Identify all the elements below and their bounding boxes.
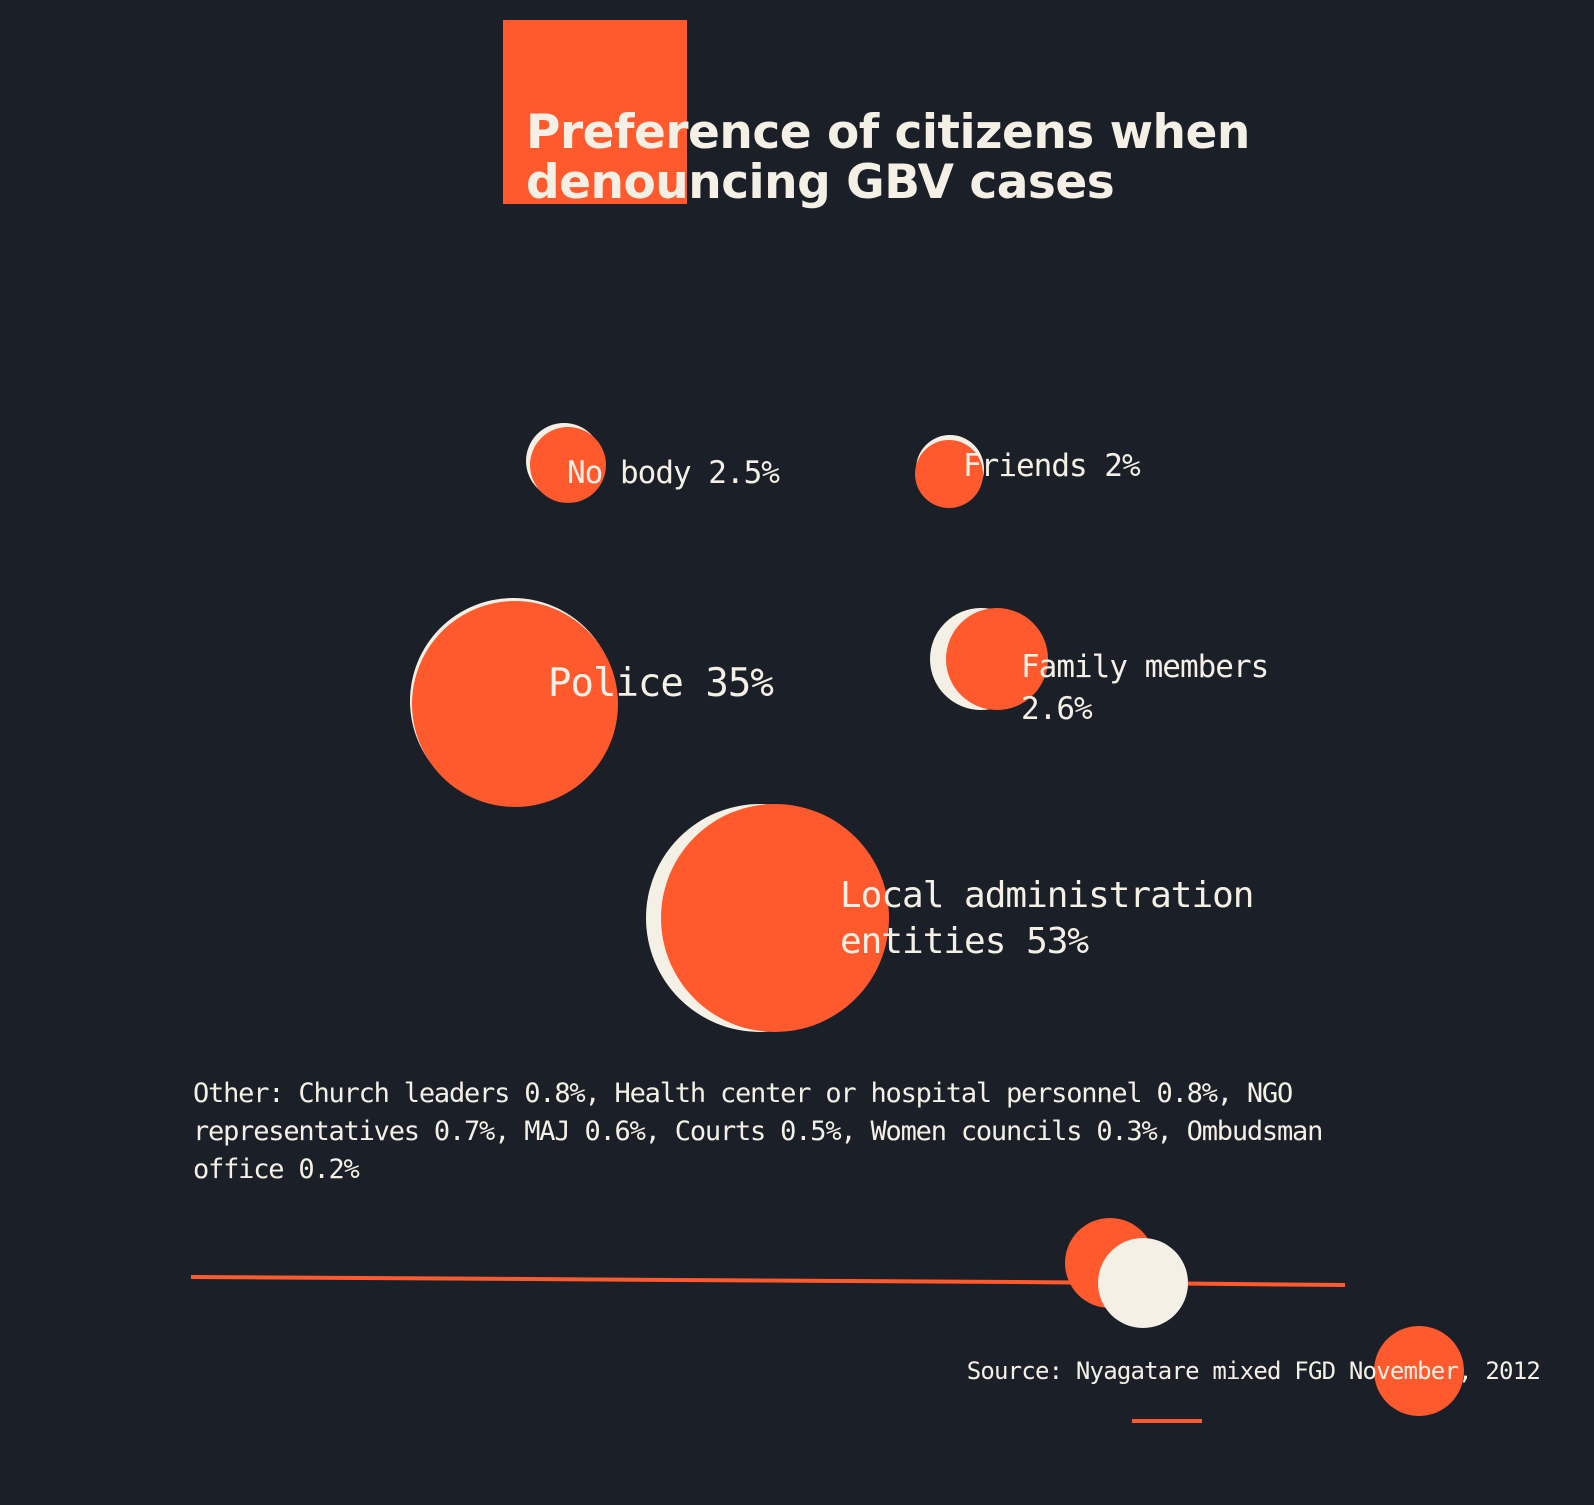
data-label-line: entities 53% [840, 921, 1089, 962]
bubble-local-administration-entities [661, 804, 889, 1032]
data-label-no-body: No body 2.5% [567, 454, 780, 493]
chart-title: Preference of citizens when denouncing G… [526, 108, 1426, 208]
data-label-line: Local administration [840, 875, 1254, 916]
chart-title-line-1: Preference of citizens when [526, 105, 1250, 160]
data-label-local-administration-entities: Local administration entities 53% [840, 873, 1254, 965]
data-label-line: Family members [1021, 649, 1269, 685]
decorative-divider [190, 1218, 1464, 1423]
source-note: Source: Nyagatare mixed FGD November, 20… [966, 1357, 1541, 1385]
chart-title-line-2: denouncing GBV cases [526, 155, 1115, 210]
bubble-police [412, 601, 618, 807]
data-label-friends: Friends 2% [963, 447, 1141, 486]
data-label-line: No body 2.5% [567, 455, 780, 491]
bubble-no-body [530, 427, 606, 503]
title-accent-square [503, 20, 687, 204]
data-label-police: Police 35% [548, 660, 774, 707]
bubble-friends [915, 440, 983, 508]
data-label-line: Friends 2% [963, 448, 1141, 484]
data-label-family-members: Family members 2.6% [1021, 646, 1269, 730]
data-label-line: Police 35% [548, 661, 774, 706]
data-label-line: 2.6% [1021, 691, 1093, 727]
other-categories-note: Other: Church leaders 0.8%, Health cente… [193, 1078, 1323, 1185]
bubble-family-members [946, 608, 1048, 710]
